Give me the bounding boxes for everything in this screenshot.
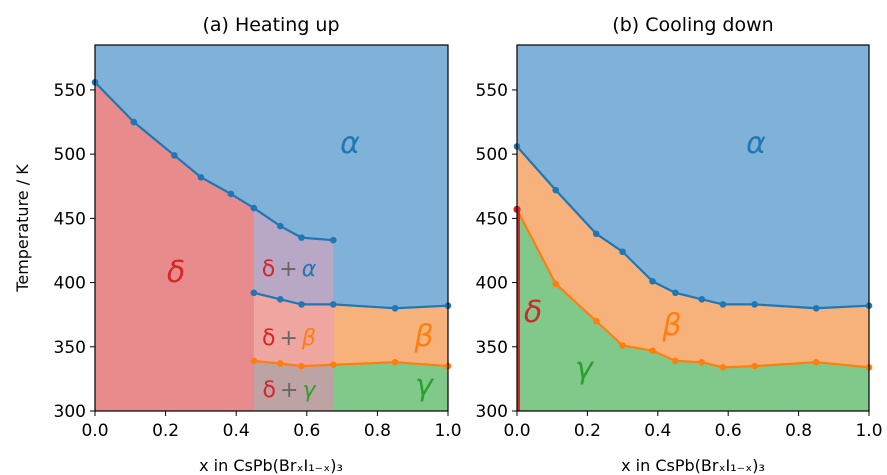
region-label-gamma: γ — [575, 351, 595, 386]
data-point — [130, 118, 138, 126]
region-label-delta: δ — [524, 295, 542, 330]
y-tick-label: 450 — [476, 209, 508, 229]
region-label-beta: β — [661, 308, 681, 343]
data-point — [719, 364, 727, 371]
region-delta-beta — [253, 292, 334, 367]
region-beta — [333, 304, 448, 367]
y-axis-title: Temperature / K — [13, 164, 32, 293]
x-tick-label: 0.2 — [152, 421, 179, 441]
data-point — [391, 304, 399, 312]
data-point — [329, 236, 337, 244]
y-tick-label: 300 — [54, 402, 86, 422]
region-label-delta: δ — [167, 255, 185, 290]
region-gamma — [333, 362, 448, 411]
x-tick-label: 1.0 — [434, 421, 461, 441]
data-point — [592, 317, 600, 325]
transition-points — [91, 78, 452, 370]
y-tick-label: 300 — [476, 402, 508, 422]
region-label-beta: β — [413, 319, 433, 354]
data-point — [197, 173, 205, 181]
plot-frame — [94, 44, 449, 412]
data-point — [552, 186, 560, 194]
x-tick-label: 0.6 — [715, 421, 742, 441]
y-axis-ticks: 300 350 400 450 500 550 — [476, 81, 517, 422]
mixed-label-delta-beta: δ + β — [262, 326, 316, 351]
data-point — [672, 357, 679, 365]
data-point — [719, 301, 727, 308]
x-tick-label: 0.6 — [293, 421, 320, 441]
region-label-alpha: α — [340, 126, 360, 161]
y-tick-label: 350 — [54, 338, 86, 358]
data-point — [329, 301, 337, 308]
data-point — [171, 152, 178, 159]
y-tick-label: 500 — [54, 145, 86, 165]
plot-frame — [516, 44, 870, 412]
data-point — [698, 295, 706, 303]
mixed-label-delta-gamma: δ + γ — [263, 378, 317, 403]
y-axis-ticks: 300 350 400 450 500 550 — [54, 81, 95, 422]
data-point — [298, 234, 305, 241]
x-tick-label: 0.4 — [644, 421, 671, 441]
y-tick-label: 350 — [476, 338, 508, 358]
x-tick-label: 0.0 — [81, 421, 108, 441]
panel-title: (b) Cooling down — [612, 14, 773, 36]
region-label-alpha: α — [746, 126, 766, 161]
data-point — [329, 361, 337, 369]
x-axis-ticks: 0.0 0.2 0.4 0.6 0.8 1.0 — [81, 411, 462, 441]
x-tick-label: 0.8 — [364, 421, 391, 441]
y-tick-label: 450 — [54, 209, 86, 229]
data-point — [751, 362, 758, 370]
panel-title: (a) Heating up — [202, 14, 339, 36]
data-point — [250, 289, 258, 297]
data-point — [277, 360, 284, 367]
data-point — [619, 248, 626, 256]
panel-heating-up: 300 350 400 450 500 550 0.0 0.2 0.4 0.6 0.8 1.0 (a… — [13, 14, 462, 475]
region-delta — [95, 82, 254, 411]
y-tick-label: 550 — [54, 81, 86, 101]
data-point — [391, 358, 399, 366]
region-delta-alpha — [253, 208, 334, 305]
data-point — [277, 295, 284, 303]
data-point — [298, 301, 305, 308]
phase-regions — [95, 45, 448, 411]
region-gamma — [517, 209, 869, 411]
x-tick-label: 0.0 — [503, 421, 530, 441]
data-point — [227, 190, 235, 198]
x-tick-label: 0.8 — [785, 421, 812, 441]
data-point — [672, 289, 679, 297]
y-tick-label: 550 — [476, 81, 508, 101]
mixed-label-delta-alpha: δ + α — [262, 257, 317, 282]
y-tick-label: 400 — [476, 274, 508, 294]
y-tick-label: 400 — [54, 274, 86, 294]
panel-cooling-down: 300 350 400 450 500 550 0.0 0.2 0.4 0.6 0.8 1.0 (b… — [476, 14, 883, 475]
data-point — [250, 204, 258, 212]
x-axis-title: x in CsPb(BrₓI₁₋ₓ)₃ — [199, 456, 343, 475]
region-label-gamma: γ — [415, 368, 435, 403]
x-tick-label: 0.2 — [574, 421, 601, 441]
x-tick-label: 1.0 — [855, 421, 882, 441]
data-point — [619, 342, 626, 349]
data-point — [592, 230, 600, 238]
x-axis-title: x in CsPb(BrₓI₁₋ₓ)₃ — [621, 456, 765, 475]
data-point — [298, 362, 305, 370]
series-line-2 — [253, 359, 448, 368]
data-point — [277, 222, 284, 230]
data-point — [649, 277, 656, 285]
region-delta-gamma — [253, 360, 334, 411]
y-tick-label: 500 — [476, 145, 508, 165]
data-point — [812, 304, 820, 312]
x-axis-ticks: 0.0 0.2 0.4 0.6 0.8 1.0 — [503, 411, 883, 441]
data-point — [649, 347, 656, 354]
phase-regions — [517, 45, 869, 411]
data-point — [751, 301, 758, 308]
region-beta — [517, 146, 869, 368]
series-line-1 — [253, 291, 448, 310]
x-tick-label: 0.4 — [223, 421, 250, 441]
data-point — [812, 358, 820, 366]
data-point — [698, 358, 706, 366]
data-point — [250, 357, 258, 365]
data-point — [552, 280, 560, 288]
